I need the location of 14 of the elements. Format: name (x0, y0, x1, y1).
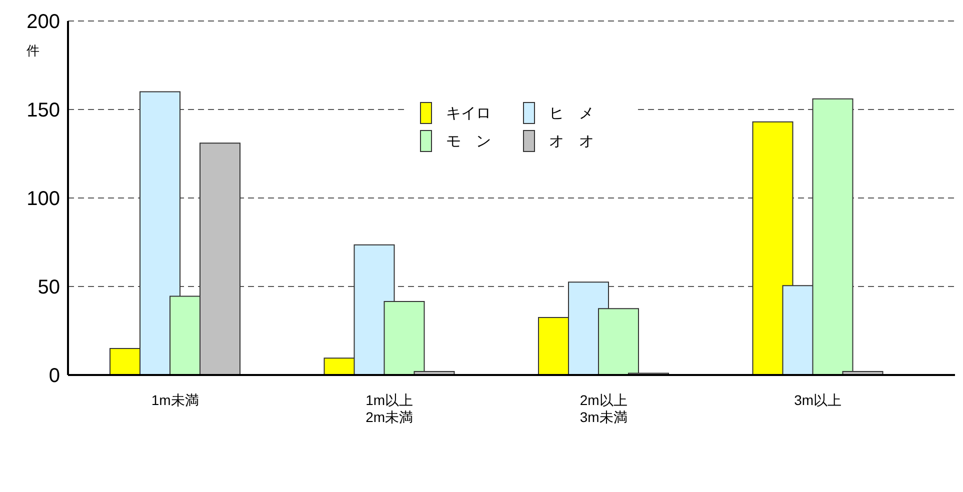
legend-label: ヒ メ (549, 104, 594, 122)
x-tick-label: 3m以上 (794, 392, 842, 408)
legend-label: モ ン (446, 132, 491, 150)
legend-label: オ オ (549, 132, 594, 150)
x-tick-label: 2m以上 3m未満 (580, 392, 628, 425)
y-tick-label: 150 (26, 100, 60, 122)
y-axis-title: 件 (26, 43, 40, 58)
y-tick-label: 0 (48, 365, 60, 388)
x-tick-label: 1m未満 (151, 392, 199, 408)
y-tick-label: 50 (38, 276, 60, 299)
x-tick-label: 1m以上 2m未満 (366, 392, 414, 425)
y-tick-label: 200 (26, 11, 60, 34)
y-tick-label: 100 (26, 188, 60, 210)
legend-label: キイロ (446, 104, 491, 122)
